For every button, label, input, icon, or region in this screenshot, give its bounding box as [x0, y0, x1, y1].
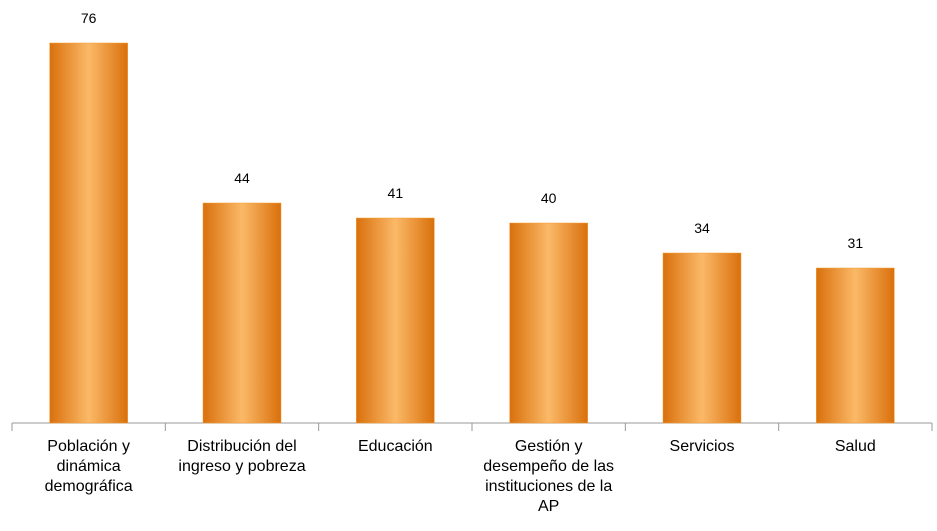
bar: [662, 252, 742, 424]
x-tick-label: Población y dinámica demográfica: [44, 438, 133, 495]
value-label: 41: [388, 185, 404, 201]
x-tick-label: Servicios: [669, 438, 735, 455]
x-tick-label: Gestión y desempeño de las instituciones…: [483, 438, 615, 515]
bar: [356, 217, 435, 424]
bar: [509, 222, 588, 424]
x-tick-label: Distribución del ingreso y pobreza: [178, 438, 306, 475]
bar: [816, 267, 895, 424]
x-tick-label: Educación: [357, 438, 433, 455]
value-label: 34: [694, 220, 710, 236]
value-label: 31: [848, 235, 864, 251]
value-label: 76: [81, 10, 97, 26]
bar: [49, 42, 128, 424]
x-tick-label: Salud: [834, 438, 876, 455]
value-label: 40: [541, 190, 557, 206]
bar: [202, 202, 282, 424]
value-label: 44: [234, 170, 250, 186]
